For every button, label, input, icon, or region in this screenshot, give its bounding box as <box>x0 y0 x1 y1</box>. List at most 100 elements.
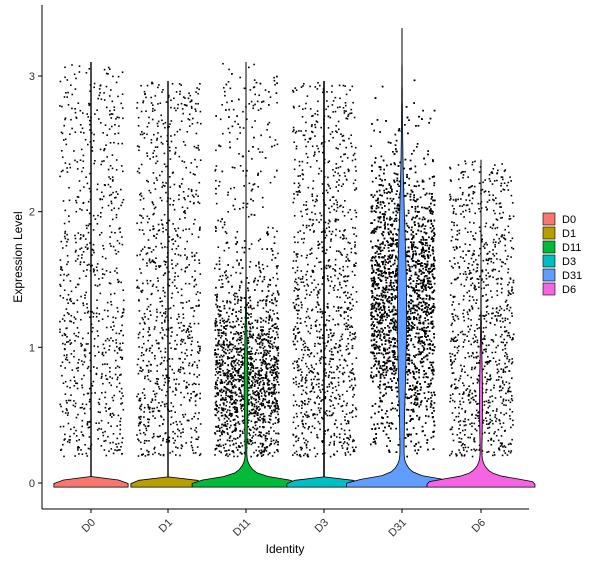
data-point <box>189 114 191 116</box>
data-point <box>304 400 306 402</box>
data-point <box>333 335 335 337</box>
data-point <box>319 397 321 399</box>
data-point <box>251 387 253 389</box>
data-point <box>327 386 329 388</box>
data-point <box>156 316 158 318</box>
data-point <box>342 238 344 240</box>
data-point <box>97 270 99 272</box>
data-point <box>68 294 70 296</box>
data-point <box>144 322 146 324</box>
data-point <box>254 214 256 216</box>
data-point <box>263 377 265 379</box>
data-point <box>274 84 276 86</box>
data-point <box>228 247 230 249</box>
data-point <box>336 296 338 298</box>
data-point <box>299 165 301 167</box>
data-point <box>320 408 322 410</box>
data-point <box>163 384 165 386</box>
data-point <box>317 395 319 397</box>
data-point <box>222 356 224 358</box>
data-point <box>262 357 264 359</box>
data-point <box>293 405 295 407</box>
data-point <box>121 330 123 332</box>
data-point <box>161 142 163 144</box>
data-point <box>222 409 224 411</box>
data-point <box>340 156 342 158</box>
data-point <box>314 376 316 378</box>
data-point <box>142 290 144 292</box>
data-point <box>235 429 237 431</box>
data-point <box>226 428 228 430</box>
data-point <box>345 110 347 112</box>
data-point <box>231 286 233 288</box>
data-point <box>339 106 341 108</box>
data-point <box>238 369 240 371</box>
data-point <box>235 365 237 367</box>
data-point <box>242 361 244 363</box>
data-point <box>67 359 69 361</box>
data-point <box>238 351 240 353</box>
data-point <box>303 354 305 356</box>
data-point <box>236 321 238 323</box>
data-point <box>164 273 166 275</box>
data-point <box>143 360 145 362</box>
data-point <box>75 112 77 114</box>
data-point <box>138 146 140 148</box>
data-point <box>150 97 152 99</box>
data-point <box>116 450 118 452</box>
data-point <box>308 349 310 351</box>
data-point <box>161 357 163 359</box>
data-point <box>230 275 232 277</box>
data-point <box>296 304 298 306</box>
data-point <box>298 386 300 388</box>
data-point <box>67 171 69 173</box>
data-point <box>199 360 201 362</box>
data-point <box>86 225 88 227</box>
data-point <box>276 326 278 328</box>
data-point <box>160 243 162 245</box>
data-point <box>153 433 155 435</box>
data-point <box>113 433 115 435</box>
data-point <box>355 262 357 264</box>
data-point <box>165 311 167 313</box>
data-point <box>83 261 85 263</box>
data-point <box>224 450 226 452</box>
data-point <box>262 418 264 420</box>
data-point <box>143 354 145 356</box>
data-point <box>272 423 274 425</box>
data-point <box>336 210 338 212</box>
data-point <box>223 373 225 375</box>
data-point <box>68 187 70 189</box>
data-point <box>140 433 142 435</box>
data-point <box>162 89 164 91</box>
data-point <box>73 405 75 407</box>
data-point <box>61 150 63 152</box>
data-point <box>273 293 275 295</box>
data-point <box>314 205 316 207</box>
data-point <box>348 307 350 309</box>
data-point <box>335 270 337 272</box>
data-point <box>347 420 349 422</box>
data-point <box>153 182 155 184</box>
data-point <box>320 261 322 263</box>
data-point <box>326 235 328 237</box>
data-point <box>256 341 258 343</box>
data-point <box>231 357 233 359</box>
data-point <box>78 453 80 455</box>
data-point <box>331 85 333 87</box>
data-point <box>303 340 305 342</box>
data-point <box>188 98 190 100</box>
data-point <box>109 195 111 197</box>
data-point <box>228 81 230 83</box>
data-point <box>83 236 85 238</box>
data-point <box>274 377 276 379</box>
data-point <box>81 407 83 409</box>
data-point <box>312 188 314 190</box>
data-point <box>217 445 219 447</box>
data-point <box>259 426 261 428</box>
data-point <box>111 203 113 205</box>
data-point <box>226 411 228 413</box>
data-point <box>69 200 71 202</box>
data-point <box>161 219 163 221</box>
data-point <box>179 91 181 93</box>
